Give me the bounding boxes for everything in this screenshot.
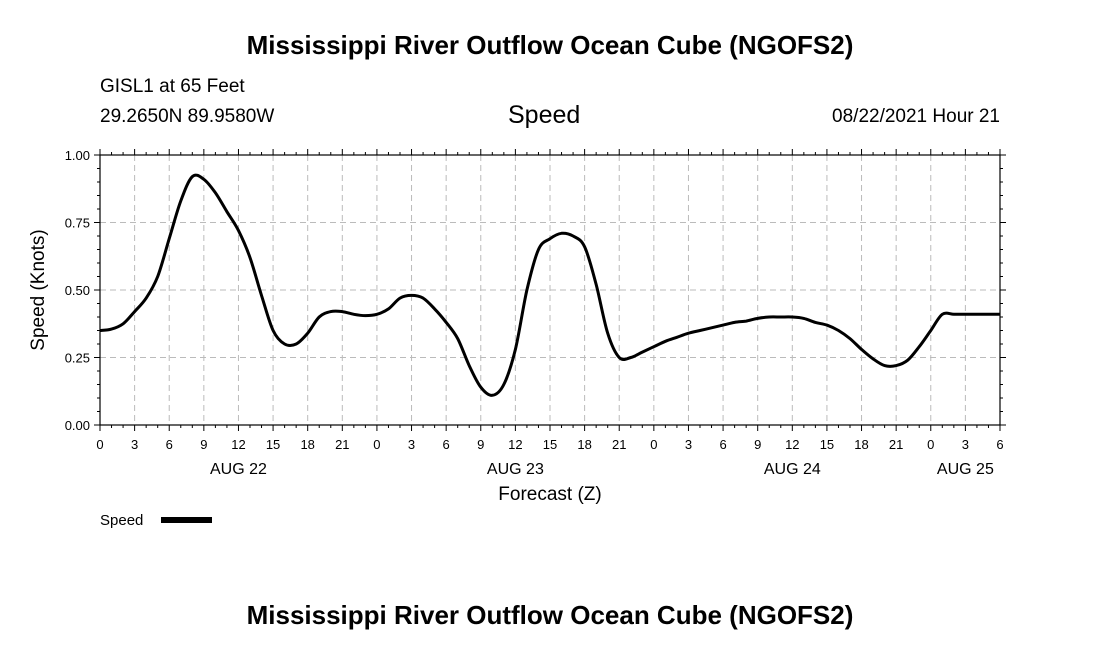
x-tick-label: 18 — [300, 437, 314, 452]
footer-title: Mississippi River Outflow Ocean Cube (NG… — [246, 600, 854, 630]
x-tick-label: 21 — [889, 437, 903, 452]
x-tick-label: 15 — [820, 437, 834, 452]
speed-series-line — [99, 173, 1000, 397]
x-tick-label: 12 — [785, 437, 799, 452]
x-tick-label: 3 — [408, 437, 415, 452]
y-tick-labels: 0.00 0.25 0.50 0.75 1.00 — [65, 148, 90, 433]
x-tick-label: 3 — [962, 437, 969, 452]
x-tick-label: 6 — [443, 437, 450, 452]
x-tick-label: 18 — [577, 437, 591, 452]
x-tick-label: 0 — [373, 437, 380, 452]
date-labels: AUG 22 AUG 23 AUG 24 AUG 25 — [210, 461, 994, 478]
x-tick-label: 6 — [996, 437, 1003, 452]
x-tick-label: 0 — [650, 437, 657, 452]
date-label: AUG 24 — [764, 461, 821, 478]
grid-lines — [100, 155, 1000, 425]
date-label: AUG 25 — [937, 461, 994, 478]
x-tick-label: 15 — [543, 437, 557, 452]
y-tick-label: 0.00 — [65, 418, 90, 433]
x-tick-label: 6 — [719, 437, 726, 452]
y-axis-label: Speed (Knots) — [28, 229, 49, 350]
y-tick-label: 1.00 — [65, 148, 90, 163]
x-tick-label: 21 — [612, 437, 626, 452]
y-tick-label: 0.50 — [65, 283, 90, 298]
x-tick-label: 3 — [131, 437, 138, 452]
x-tick-label: 9 — [754, 437, 761, 452]
x-tick-label: 21 — [335, 437, 349, 452]
x-tick-label: 6 — [166, 437, 173, 452]
y-tick-label: 0.25 — [65, 351, 90, 366]
plot-frame — [99, 154, 1001, 426]
x-tick-label: 12 — [508, 437, 522, 452]
x-tick-label: 0 — [927, 437, 934, 452]
x-tick-label: 18 — [854, 437, 868, 452]
y-tick-label: 0.75 — [65, 216, 90, 231]
x-tick-label: 3 — [685, 437, 692, 452]
x-tick-label: 0 — [96, 437, 103, 452]
coordinates-label: 29.2650N 89.9580W — [100, 106, 275, 127]
date-label: AUG 22 — [210, 461, 267, 478]
date-label: AUG 23 — [487, 461, 544, 478]
variable-label: Speed — [508, 101, 581, 129]
x-tick-label: 12 — [231, 437, 245, 452]
x-axis-label: Forecast (Z) — [498, 484, 601, 505]
x-tick-label: 9 — [477, 437, 484, 452]
x-tick-label: 15 — [266, 437, 280, 452]
legend-label: Speed — [100, 512, 143, 529]
x-tick-label: 9 — [200, 437, 207, 452]
chart-title: Mississippi River Outflow Ocean Cube (NG… — [246, 30, 854, 60]
x-tick-labels: 0 3 6 9 12 15 18 21 0 3 6 9 12 15 18 21 0 3 6 9 12 15 18 21 0 3 6 — [96, 437, 1003, 452]
datetime-label: 08/22/2021 Hour 21 — [832, 106, 1000, 127]
station-label: GISL1 at 65 Feet — [100, 76, 245, 97]
